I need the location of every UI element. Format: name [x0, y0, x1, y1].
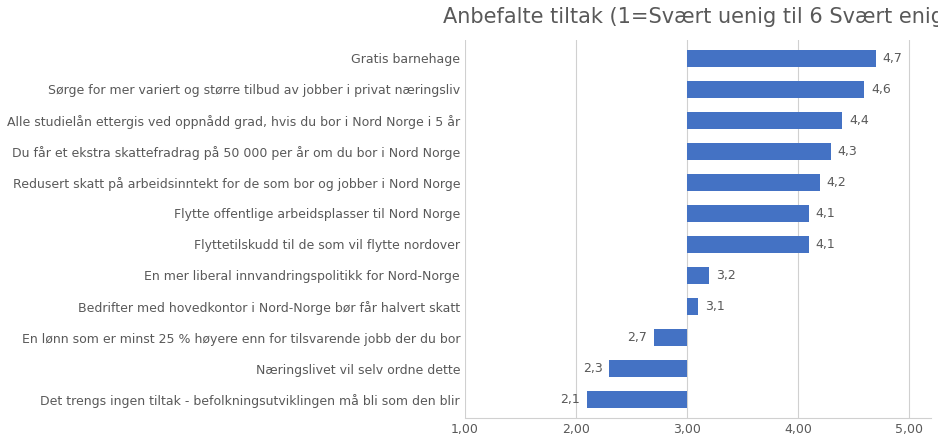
Bar — [687, 174, 820, 191]
Bar — [687, 236, 809, 253]
Text: 2,1: 2,1 — [561, 393, 581, 406]
Text: 3,2: 3,2 — [716, 269, 735, 282]
Bar — [687, 143, 831, 160]
Text: 4,2: 4,2 — [826, 176, 846, 189]
Bar — [587, 391, 687, 408]
Text: 3,1: 3,1 — [704, 300, 724, 313]
Bar — [687, 50, 875, 67]
Text: 2,3: 2,3 — [582, 362, 602, 375]
Text: 4,7: 4,7 — [883, 52, 902, 65]
Bar — [687, 205, 809, 222]
Text: 2,7: 2,7 — [628, 331, 647, 344]
Text: 4,6: 4,6 — [871, 83, 891, 96]
Text: 4,1: 4,1 — [816, 207, 836, 220]
Bar — [687, 298, 698, 315]
Title: Anbefalte tiltak (1=Svært uenig til 6 Svært enig): Anbefalte tiltak (1=Svært uenig til 6 Sv… — [444, 7, 938, 27]
Bar — [609, 360, 687, 377]
Text: 4,3: 4,3 — [838, 145, 857, 158]
Bar — [687, 81, 865, 98]
Bar — [687, 112, 842, 129]
Text: 4,4: 4,4 — [849, 114, 869, 127]
Bar — [654, 329, 687, 346]
Text: 4,1: 4,1 — [816, 238, 836, 251]
Bar — [687, 267, 709, 284]
